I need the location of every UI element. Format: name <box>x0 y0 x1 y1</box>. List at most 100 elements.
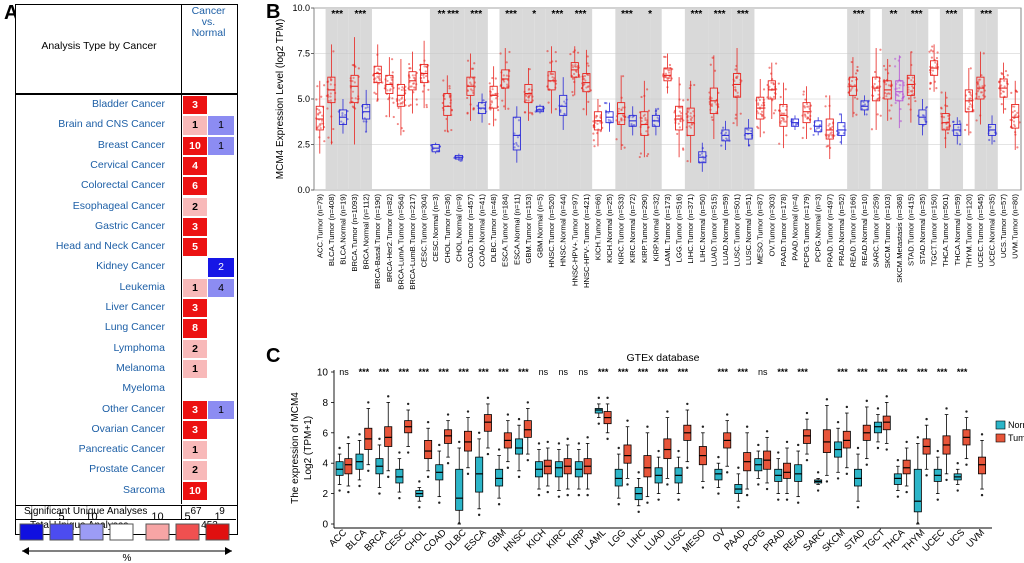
panel-c-xtick-label: LUAD <box>642 527 668 553</box>
panel-c-significance: *** <box>797 367 808 377</box>
panel-b-point <box>907 91 910 94</box>
panel-b-point <box>471 77 475 80</box>
panel-b-point <box>893 65 897 68</box>
panel-b-point <box>415 98 418 101</box>
panel-b-point <box>910 79 913 82</box>
panel-c-outlier <box>905 440 908 444</box>
panel-c-outlier <box>486 396 490 400</box>
panel-b-point <box>506 83 509 86</box>
panel-c-outlier <box>537 442 541 445</box>
panel-a-oncomine-table: Analysis Type by Cancer Cancer vs. Normal Bl… <box>0 0 260 563</box>
panel-b-point <box>710 116 713 119</box>
panel-b-point <box>682 148 685 151</box>
panel-b-xtick-label: BRCA-LumB.Tumor (n=217) <box>408 194 417 290</box>
panel-b-point <box>409 67 412 70</box>
panel-c-box <box>523 420 532 438</box>
panel-b-point <box>656 116 659 119</box>
panel-b-point <box>554 108 557 111</box>
panel-b-point <box>879 114 882 117</box>
panel-b-significance: * <box>532 9 536 20</box>
panel-b-point <box>647 109 651 112</box>
panel-b-xtick-label: ESCA.Normal (n=11) <box>512 194 521 265</box>
legend-swatch <box>145 523 170 541</box>
panel-b-point <box>882 64 886 68</box>
panel-c-box <box>783 462 792 479</box>
panel-c-title: GTEx database <box>627 352 700 364</box>
panel-b-point <box>921 114 925 117</box>
panel-b-point <box>999 92 1003 95</box>
panel-b-point <box>690 122 694 125</box>
panel-b-point <box>505 61 508 64</box>
panel-c-significance: *** <box>359 367 370 377</box>
panel-b-point <box>607 111 610 114</box>
panel-b-point <box>640 117 643 120</box>
panel-b-point <box>1016 146 1019 149</box>
panel-b-significance: ** <box>890 9 898 20</box>
panel-b-point <box>466 112 469 115</box>
panel-b-point <box>505 74 508 77</box>
panel-b-point <box>319 111 322 114</box>
panel-b-point <box>316 85 319 88</box>
panel-b-point <box>977 88 980 91</box>
panel-b-point <box>711 118 714 122</box>
panel-c-outlier <box>925 474 928 477</box>
panel-b-point <box>692 110 695 113</box>
panel-b-point <box>459 159 462 162</box>
panel-c-outlier <box>338 446 341 450</box>
panel-b-point <box>422 76 426 79</box>
panel-c-outlier <box>956 462 959 465</box>
panel-c-outlier <box>606 437 609 441</box>
panel-b-point <box>552 72 555 76</box>
panel-c-outlier <box>378 492 381 495</box>
panel-b-point <box>760 104 763 107</box>
panel-b-point <box>620 118 623 121</box>
panel-b-point <box>930 56 934 59</box>
panel-b-point <box>827 136 830 139</box>
panel-b-point <box>942 116 946 119</box>
panel-b-significance: *** <box>447 9 459 20</box>
panel-c-significance: *** <box>638 367 649 377</box>
panel-b-xtick-label: COAD.Tumor (n=457) <box>466 194 475 269</box>
panel-b-point <box>373 91 376 94</box>
panel-b-point <box>646 88 649 91</box>
panel-b-point <box>317 113 320 116</box>
legend-swatch <box>109 523 134 541</box>
cancer-name: Gastric Cancer <box>94 219 165 232</box>
panel-b-point <box>977 90 980 93</box>
panel-c-outlier <box>701 425 705 428</box>
panel-c-outlier <box>577 442 581 445</box>
panel-c-outlier <box>777 451 780 454</box>
panel-c-significance: *** <box>737 367 748 377</box>
panel-b-point <box>935 65 938 68</box>
panel-b-xtick-label: GBM.Tumor (n=153) <box>524 194 533 264</box>
panel-b-point <box>397 106 400 109</box>
legend-swatch <box>79 523 104 541</box>
panel-b-point <box>621 106 624 109</box>
panel-b-point <box>599 115 602 119</box>
panel-b-point <box>401 96 404 99</box>
panel-b-point <box>547 101 550 104</box>
panel-b-point <box>617 107 621 110</box>
cancer-name: Breast Cancer <box>97 138 165 151</box>
panel-c-outlier <box>737 506 740 509</box>
panel-c-outlier <box>745 425 749 428</box>
panel-c-outlier <box>657 498 660 501</box>
panel-b-xtick-label: CESC.Tumor (n=304) <box>420 194 429 268</box>
panel-b-ytick-label: 10.0 <box>292 3 310 13</box>
panel-b-point <box>930 49 933 52</box>
header-right-line: Normal <box>191 27 226 39</box>
panel-b-point <box>469 88 473 91</box>
panel-c-box <box>643 455 652 478</box>
panel-b-point <box>757 127 760 130</box>
panel-b-point <box>1000 103 1003 106</box>
panel-c-xtick-label: LGG <box>606 527 628 549</box>
panel-b-significance: *** <box>575 9 587 20</box>
panel-b-ylabel: MCM4 Expression Level (log2 TPM) <box>275 19 286 179</box>
panel-b-point <box>572 50 575 54</box>
panel-c-outlier <box>566 437 569 441</box>
panel-b-xtick-label: CHOL.Normal (n=9) <box>454 194 463 262</box>
panel-b-significance: *** <box>505 9 517 20</box>
panel-b-point <box>899 120 902 123</box>
header-right-frame <box>181 4 238 94</box>
panel-c-significance: *** <box>618 367 629 377</box>
